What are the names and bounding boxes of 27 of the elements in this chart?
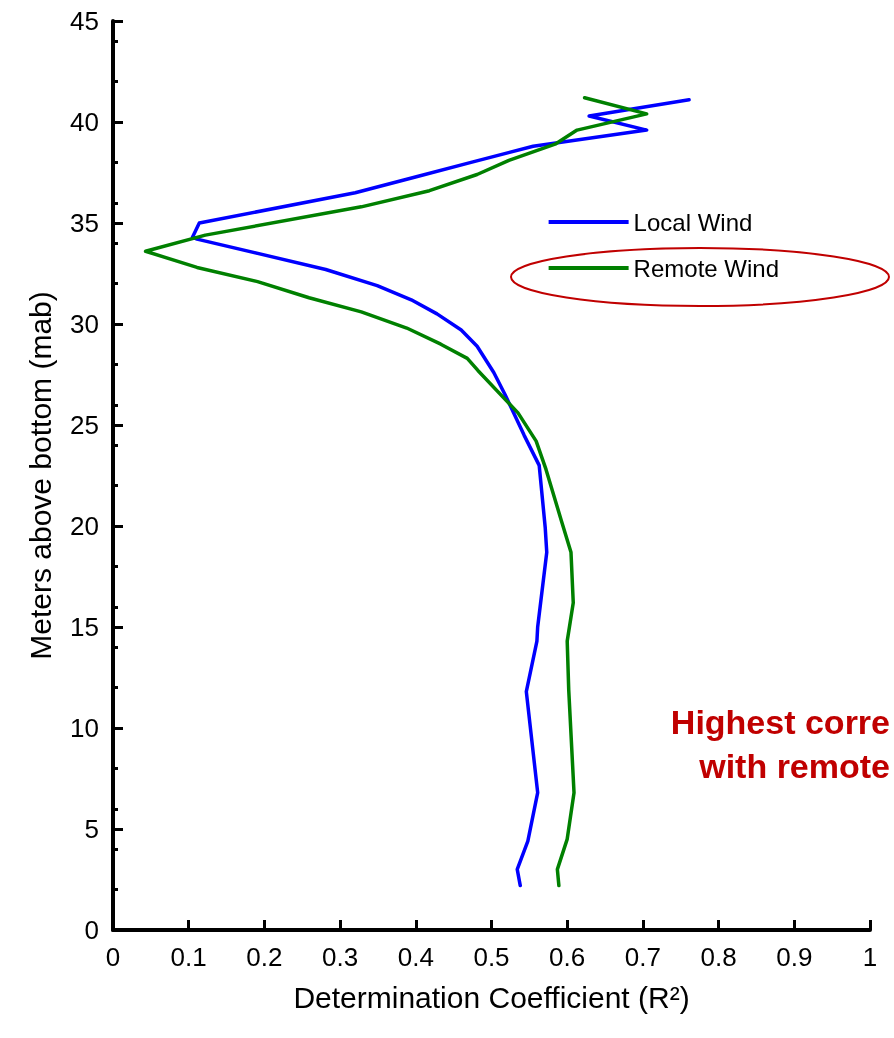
x-tick-label: 0.7: [624, 942, 661, 972]
x-tick-label: 0.9: [776, 942, 813, 972]
y-tick-label: 35: [70, 208, 99, 238]
annotation: with remote: [698, 747, 891, 785]
y-tick-label: 30: [70, 309, 99, 339]
x-tick-label: 0.2: [246, 942, 283, 972]
y-tick-label: 0: [84, 915, 99, 945]
y-tick-label: 45: [70, 6, 99, 36]
y-tick-label: 20: [70, 511, 99, 541]
y-tick-label: 15: [70, 612, 99, 642]
y-axis-title: Meters above bottom (mab): [23, 291, 57, 660]
x-tick-label: 0.5: [473, 942, 510, 972]
y-tick-label: 40: [70, 107, 99, 137]
x-axis-title: Determination Coefficient (R²): [293, 980, 690, 1014]
y-tick-label: 25: [70, 410, 99, 440]
x-tick-label: 0.4: [397, 942, 434, 972]
x-tick-label: 0.6: [549, 942, 586, 972]
x-tick-label: 1: [862, 942, 878, 972]
x-tick-label: 0.1: [170, 942, 207, 972]
y-tick-label: 10: [70, 713, 99, 743]
annotation: Highest corre: [670, 703, 891, 741]
x-tick-label: 0.8: [700, 942, 737, 972]
legend-label: Remote Wind: [633, 254, 780, 282]
legend-label: Local Wind: [633, 208, 753, 236]
x-tick-label: 0: [105, 942, 121, 972]
x-tick-label: 0.3: [322, 942, 359, 972]
y-tick-label: 5: [84, 814, 99, 844]
